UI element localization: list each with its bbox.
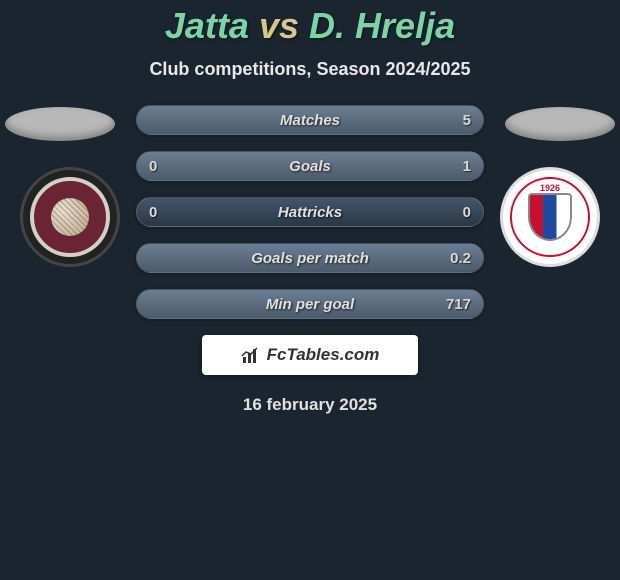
stat-label: Matches: [280, 112, 340, 129]
comparison-widget: Jatta vs D. Hrelja Club competitions, Se…: [0, 0, 620, 415]
stat-right-value: 1: [441, 158, 471, 175]
stat-right-value: 717: [441, 296, 471, 313]
stat-label: Goals per match: [251, 250, 369, 267]
stat-row-gpm: Goals per match 0.2: [136, 243, 484, 273]
player2-name: D. Hrelja: [309, 5, 455, 46]
stat-right-value: 0.2: [441, 250, 471, 267]
stat-row-mpg: Min per goal 717: [136, 289, 484, 319]
date: 16 february 2025: [0, 395, 620, 415]
title: Jatta vs D. Hrelja: [0, 5, 620, 47]
badge-year: 1926: [540, 183, 560, 193]
volleyball-icon: [51, 198, 89, 236]
stat-row-goals: 0 Goals 1: [136, 151, 484, 181]
stat-row-matches: Matches 5: [136, 105, 484, 135]
stat-label: Hattricks: [278, 204, 342, 221]
player1-name: Jatta: [165, 5, 249, 46]
player2-shadow-ellipse: [505, 107, 615, 141]
sarajevo-badge: [30, 177, 110, 257]
player1-shadow-ellipse: [5, 107, 115, 141]
stats-area: 1926 Matches 5 0 Goals 1 0 Hattricks 0: [0, 105, 620, 415]
stat-right-value: 0: [441, 204, 471, 221]
stat-label: Goals: [289, 158, 331, 175]
stat-left-value: 0: [149, 158, 179, 175]
shield-icon: [528, 193, 572, 241]
footer-brand-text: FcTables.com: [267, 345, 380, 365]
club-logo-right[interactable]: 1926: [500, 167, 600, 267]
chart-icon: [241, 347, 261, 363]
club-logo-left[interactable]: [20, 167, 120, 267]
borac-badge: 1926: [510, 177, 590, 257]
stat-row-hattricks: 0 Hattricks 0: [136, 197, 484, 227]
vs-label: vs: [259, 5, 299, 46]
footer-brand[interactable]: FcTables.com: [202, 335, 418, 375]
stat-left-value: 0: [149, 204, 179, 221]
subtitle: Club competitions, Season 2024/2025: [0, 59, 620, 80]
stat-label: Min per goal: [266, 296, 354, 313]
stat-right-value: 5: [441, 112, 471, 129]
stat-rows: Matches 5 0 Goals 1 0 Hattricks 0 Goals …: [136, 105, 484, 319]
